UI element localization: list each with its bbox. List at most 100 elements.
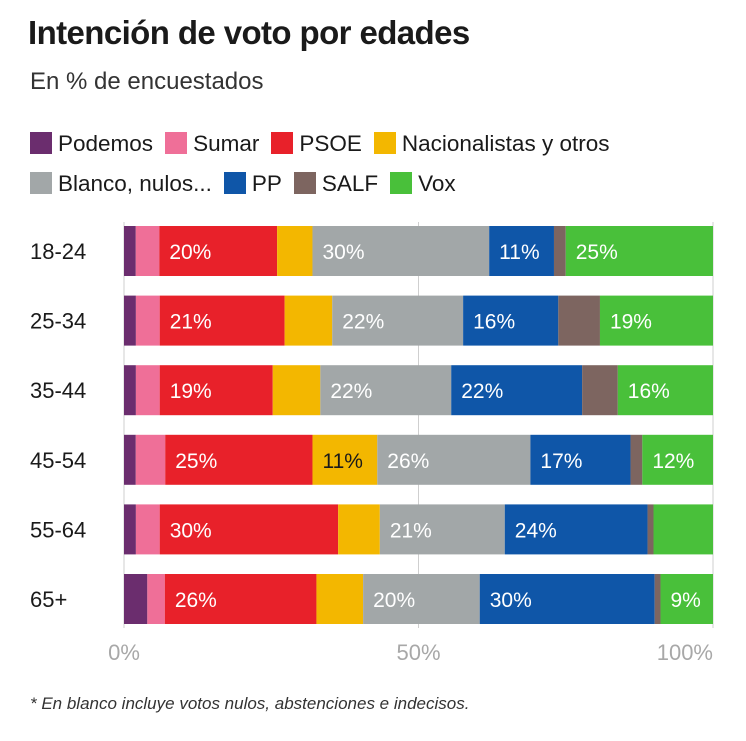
legend-swatch: [30, 132, 52, 154]
bar-segment: [135, 365, 160, 416]
bar-segment: [379, 504, 505, 555]
bar-segment: [338, 504, 380, 555]
bar-segment: [165, 434, 313, 485]
data-label: 21%: [390, 519, 432, 542]
legend-swatch: [30, 172, 52, 194]
data-label: 11%: [499, 241, 539, 264]
legend-swatch: [165, 132, 188, 154]
category-label: 18-24: [30, 239, 86, 264]
data-label: 16%: [473, 311, 515, 334]
data-label: 21%: [170, 311, 212, 334]
bar-segment: [124, 295, 136, 346]
bar-segment: [332, 295, 464, 346]
bar-segment: [159, 226, 278, 276]
x-tick-label: 100%: [657, 640, 713, 665]
legend-swatch: [271, 132, 294, 154]
data-label: 19%: [170, 380, 212, 403]
x-tick-label: 0%: [108, 640, 140, 665]
bar-segment: [164, 574, 317, 624]
legend-label: Vox: [418, 171, 456, 196]
legend-item: SALF: [293, 164, 379, 204]
data-label: 22%: [342, 311, 384, 334]
bar-segment: [320, 365, 452, 416]
legend-swatch: [373, 132, 396, 154]
category-label: 35-44: [30, 378, 86, 403]
bar-segment: [479, 574, 655, 624]
data-label: 25%: [175, 450, 217, 473]
bar-segment: [316, 574, 364, 624]
data-label: 22%: [330, 380, 372, 403]
bar-segment: [277, 226, 313, 276]
bar-segment: [565, 226, 713, 276]
bar-segment: [463, 295, 559, 346]
bar-segment: [135, 295, 160, 346]
bar-segment: [135, 226, 160, 276]
bar-segment: [654, 574, 661, 624]
category-label: 65+: [30, 587, 67, 612]
bar-segment: [159, 504, 339, 555]
legend-item: PP: [223, 164, 282, 204]
bar-segment: [530, 434, 631, 485]
bar-segment: [451, 365, 583, 416]
bar-segment: [558, 295, 600, 346]
bar-segment: [553, 226, 566, 276]
bar-segment: [124, 434, 136, 485]
data-label: 22%: [461, 380, 503, 403]
bar-segment: [312, 434, 378, 485]
data-label: 30%: [170, 519, 212, 542]
legend-label: SALF: [321, 171, 379, 196]
bar-segment: [159, 365, 273, 416]
legend-item: Sumar: [165, 124, 259, 164]
bar-segment: [135, 434, 166, 485]
bar-segment: [124, 365, 136, 416]
data-label: 11%: [322, 450, 362, 473]
legend-item: PSOE: [271, 124, 362, 164]
chart-title: Intención de voto por edades: [28, 14, 470, 51]
legend: Podemos Sumar PSOE Nacionalistas y otros Bla…: [30, 124, 720, 204]
bar-segment: [489, 226, 554, 276]
bar-segment: [647, 504, 654, 555]
bar-segment: [630, 434, 643, 485]
bar-segment: [617, 365, 713, 416]
data-label: 20%: [169, 241, 211, 264]
legend-swatch: [223, 172, 246, 194]
legend-label: PP: [251, 171, 282, 196]
legend-swatch: [390, 172, 413, 194]
bar-segment: [135, 504, 160, 555]
bar-segment: [599, 295, 713, 346]
bar-segment: [504, 504, 648, 555]
data-label: 12%: [652, 450, 694, 473]
category-label: 45-54: [30, 448, 86, 473]
data-label: 20%: [373, 589, 415, 612]
legend-label: Sumar: [193, 131, 260, 156]
stacked-bar-chart: 18-24 20% 30% 11% 25% 25-34 21% 22% 16% 19% 35-44 1…: [30, 222, 714, 665]
x-tick-label: 50%: [396, 640, 440, 665]
legend-item: Nacionalistas y otros: [373, 124, 610, 164]
bar-segment: [124, 574, 148, 624]
data-label: 16%: [628, 380, 670, 403]
bar-segment: [660, 574, 713, 624]
legend-label: Nacionalistas y otros: [401, 131, 610, 156]
data-label: 24%: [515, 519, 557, 542]
bar-segment: [363, 574, 480, 624]
bar-segment: [284, 295, 333, 346]
data-label: 17%: [540, 450, 582, 473]
bar-segment: [159, 295, 285, 346]
legend-item: Vox: [390, 164, 456, 204]
legend-label: Blanco, nulos...: [58, 171, 212, 196]
bar-segment: [272, 365, 321, 416]
legend-item: Blanco, nulos...: [30, 164, 212, 204]
category-label: 55-64: [30, 517, 86, 542]
bar-segment: [124, 504, 136, 555]
data-label: 30%: [322, 241, 364, 264]
bar-segment: [147, 574, 165, 624]
data-label: 19%: [610, 311, 652, 334]
data-label: 9%: [671, 589, 701, 612]
chart-subtitle: En % de encuestados: [30, 68, 264, 95]
legend-label: Podemos: [58, 131, 154, 156]
legend-swatch: [293, 172, 316, 194]
bar-segment: [124, 226, 136, 276]
data-label: 25%: [576, 241, 618, 264]
bar-segment: [642, 434, 713, 485]
footnote: * En blanco incluye votos nulos, abstenc…: [30, 694, 470, 713]
